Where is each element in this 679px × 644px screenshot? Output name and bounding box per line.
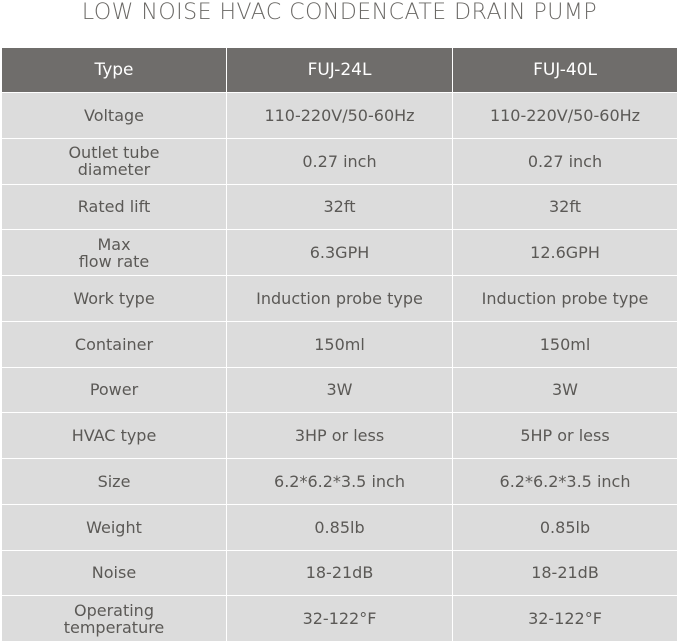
table-cell: 6.3GPH <box>227 230 452 275</box>
table-cell: 12.6GPH <box>453 230 677 275</box>
table-cell: 110-220V/50-60Hz <box>227 93 452 138</box>
row-label: Power <box>2 367 226 413</box>
table-cell: Induction probe type <box>453 276 677 321</box>
row-label: Noise <box>2 550 226 596</box>
table-cell: 0.85lb <box>227 504 452 550</box>
row-label: Operating temperature <box>2 596 226 641</box>
table-cell: 0.27 inch <box>453 138 677 184</box>
spec-table: Type FUJ-24L FUJ-40L Voltage 110-220V/50-60H… <box>2 48 678 641</box>
table-cell: 110-220V/50-60Hz <box>453 93 677 138</box>
table-cell: 0.85lb <box>453 504 677 550</box>
column-header: FUJ-24L <box>227 48 452 92</box>
table-cell: 3HP or less <box>227 413 452 458</box>
table-cell: 32ft <box>227 184 452 230</box>
row-label: Outlet tube diameter <box>2 138 226 184</box>
row-label: Rated lift <box>2 184 226 230</box>
table-cell: 150ml <box>227 321 452 367</box>
column-header: FUJ-40L <box>453 48 677 92</box>
row-label: Weight <box>2 504 226 550</box>
row-label: HVAC type <box>2 413 226 458</box>
table-cell: 18-21dB <box>453 550 677 596</box>
table-cell: 3W <box>227 367 452 413</box>
table-cell: 32ft <box>453 184 677 230</box>
table-cell: 150ml <box>453 321 677 367</box>
column-header: Type <box>2 48 226 92</box>
row-label: Container <box>2 321 226 367</box>
table-cell: 3W <box>453 367 677 413</box>
table-cell: 32-122°F <box>453 596 677 641</box>
row-label: Work type <box>2 276 226 321</box>
table-cell: 6.2*6.2*3.5 inch <box>453 459 677 504</box>
table-cell: 5HP or less <box>453 413 677 458</box>
row-label: Voltage <box>2 93 226 138</box>
table-cell: 32-122°F <box>227 596 452 641</box>
row-label: Max flow rate <box>2 230 226 275</box>
table-cell: Induction probe type <box>227 276 452 321</box>
table-cell: 18-21dB <box>227 550 452 596</box>
table-cell: 0.27 inch <box>227 138 452 184</box>
table-cell: 6.2*6.2*3.5 inch <box>227 459 452 504</box>
title: LOW NOISE HVAC CONDENCATE DRAIN PUMP <box>81 0 598 25</box>
row-label: Size <box>2 459 226 504</box>
